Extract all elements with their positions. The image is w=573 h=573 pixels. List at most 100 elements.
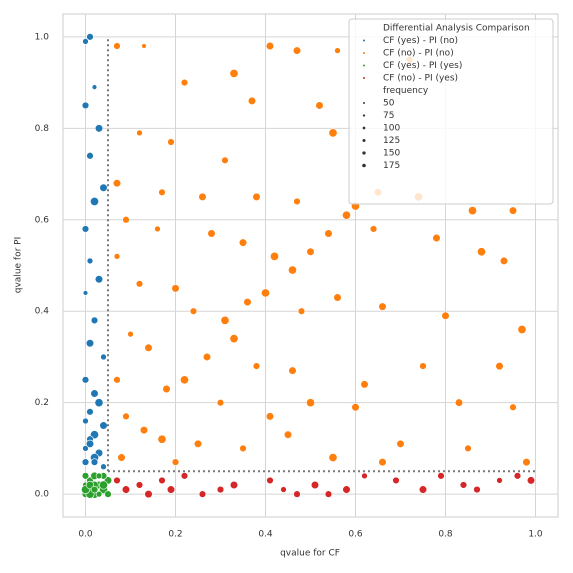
point xyxy=(189,307,198,315)
point xyxy=(468,206,477,216)
point xyxy=(95,472,103,480)
point xyxy=(293,490,301,498)
point xyxy=(81,458,90,466)
point xyxy=(90,485,99,494)
point xyxy=(229,68,239,78)
point xyxy=(229,480,239,490)
point xyxy=(392,476,400,485)
point xyxy=(216,485,225,494)
point xyxy=(144,490,153,499)
point xyxy=(139,426,149,435)
point xyxy=(99,183,108,192)
legend-title: Differential Analysis Comparison xyxy=(383,24,530,34)
point xyxy=(100,463,107,470)
point xyxy=(180,375,189,385)
point xyxy=(136,129,143,137)
point xyxy=(94,124,104,133)
point xyxy=(122,216,130,224)
legend-size-marker xyxy=(362,114,366,117)
point xyxy=(202,352,212,362)
legend-marker xyxy=(363,39,365,42)
point xyxy=(171,458,180,466)
y-tick-label: 0.8 xyxy=(35,124,50,134)
point xyxy=(154,225,161,233)
point xyxy=(526,476,536,485)
point xyxy=(144,343,153,352)
point xyxy=(85,339,95,348)
point xyxy=(112,179,122,188)
point xyxy=(324,490,333,498)
point xyxy=(82,445,89,452)
point xyxy=(198,490,207,498)
legend-size-label: 125 xyxy=(383,136,400,146)
point xyxy=(306,398,315,408)
point xyxy=(265,412,275,421)
point xyxy=(378,302,387,311)
point xyxy=(94,398,104,408)
point xyxy=(135,481,144,489)
point xyxy=(113,42,121,50)
point xyxy=(333,293,342,302)
point xyxy=(135,280,144,288)
point xyxy=(239,444,247,453)
legend-size-label: 100 xyxy=(383,124,400,134)
legend: Differential Analysis Comparison CF (yes)… xyxy=(348,18,554,205)
point xyxy=(167,138,175,146)
point xyxy=(81,225,90,233)
point xyxy=(477,247,486,257)
x-axis-label: qvalue for CF xyxy=(280,549,340,559)
point xyxy=(496,477,503,484)
point xyxy=(517,325,527,334)
point xyxy=(86,33,94,41)
point xyxy=(310,480,320,490)
point xyxy=(252,192,261,202)
point xyxy=(437,472,445,480)
y-tick-label: 0.0 xyxy=(35,490,50,500)
point xyxy=(315,101,324,110)
legend-size-marker xyxy=(363,102,365,104)
point xyxy=(396,439,405,448)
point xyxy=(454,398,464,407)
point xyxy=(166,485,176,494)
point xyxy=(288,265,297,275)
point xyxy=(243,297,252,307)
point xyxy=(99,421,108,430)
point xyxy=(266,476,274,485)
y-tick-label: 0.6 xyxy=(35,215,50,225)
legend-size-marker xyxy=(362,138,366,143)
point xyxy=(293,197,301,206)
legend-label: CF (yes) - PI (no) xyxy=(383,36,458,46)
point xyxy=(90,197,99,206)
point xyxy=(441,311,450,320)
legend-size-marker xyxy=(362,151,366,155)
point xyxy=(342,210,351,220)
point xyxy=(86,408,94,416)
point xyxy=(85,480,95,490)
point xyxy=(432,233,441,243)
point xyxy=(127,330,134,338)
point xyxy=(157,434,167,444)
point xyxy=(220,315,230,325)
point xyxy=(252,362,261,370)
legend-size-label: 75 xyxy=(383,111,394,121)
point xyxy=(99,480,108,490)
legend-size-label: 175 xyxy=(383,161,400,171)
x-tick-label: 0.8 xyxy=(438,530,453,540)
point xyxy=(158,476,166,485)
point xyxy=(418,485,428,494)
point xyxy=(82,38,89,45)
point xyxy=(328,128,338,138)
x-tick-label: 0.2 xyxy=(168,530,182,540)
point xyxy=(90,389,99,398)
point xyxy=(369,225,378,233)
point xyxy=(85,439,95,448)
point xyxy=(158,188,166,197)
point xyxy=(82,417,89,425)
x-tick-label: 1.0 xyxy=(528,530,543,540)
point xyxy=(193,439,203,448)
point xyxy=(207,229,216,238)
point xyxy=(324,229,333,238)
y-tick-label: 1.0 xyxy=(35,32,50,42)
point xyxy=(464,444,472,453)
